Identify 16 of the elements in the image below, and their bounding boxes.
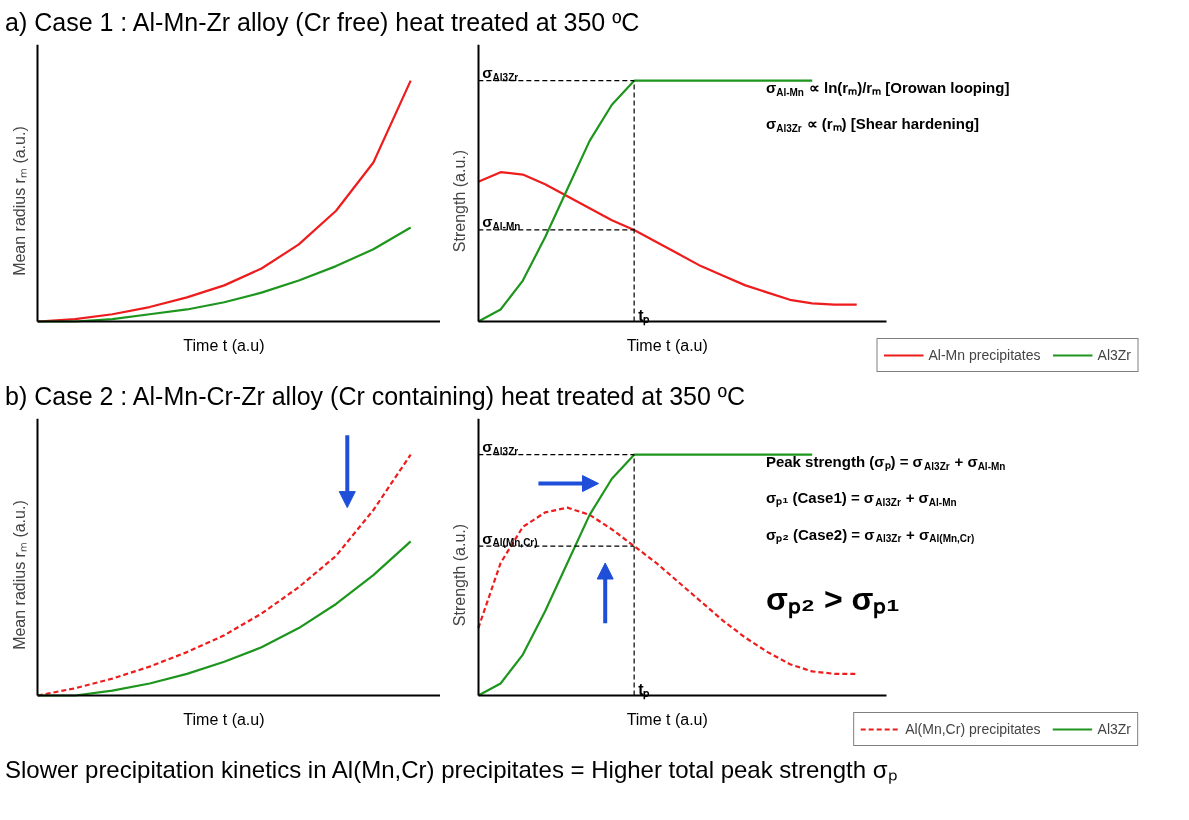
y-axis-title: Strength (a.u.) — [451, 523, 469, 627]
annotation: σₚ₂ > σₚ₁ — [765, 581, 900, 620]
text: Slower precipitation kinetics in Al(Mn,Cr) precipitates = Higher total peak strength σₚ — [5, 755, 898, 786]
chart-title: a) Case 1 : Al-Mn-Zr alloy (Cr free) heat treated at 350 ºC — [5, 7, 640, 38]
y-axis-title: Mean radius rₘ (a.u.) — [10, 126, 28, 276]
x-axis-title: Time t (a.u) — [183, 337, 265, 355]
x-axis-title: Time t (a.u) — [183, 711, 265, 729]
y-axis-title: Strength (a.u.) — [451, 149, 469, 253]
y-axis-title: Mean radius rₘ (a.u.) — [10, 500, 28, 650]
legend-label: Al-Mn precipitates — [928, 347, 1041, 363]
chart-title: b) Case 2 : Al-Mn-Cr-Zr alloy (Cr containing) heat treated at 350 ºC — [5, 381, 745, 412]
legend-label: Al(Mn,Cr) precipitates — [905, 721, 1041, 737]
x-axis-title: Time t (a.u) — [626, 711, 708, 729]
legend-label: Al3Zr — [1097, 347, 1131, 363]
legend-label: Al3Zr — [1097, 721, 1131, 737]
x-axis-title: Time t (a.u) — [626, 337, 708, 355]
